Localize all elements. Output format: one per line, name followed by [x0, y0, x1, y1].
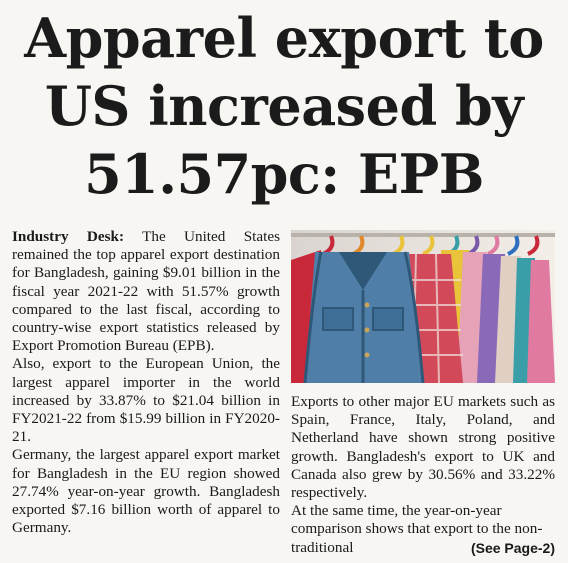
article-column-right: Exports to other major EU markets such a… — [291, 393, 555, 557]
headline: Apparel export to US increased by 51.57p… — [0, 4, 568, 208]
clothing-rack-illustration — [291, 230, 555, 383]
headline-line-2: US increased by — [44, 74, 524, 138]
dateline: Industry Desk: — [12, 228, 125, 245]
see-page-link[interactable]: (See Page-2) — [470, 539, 555, 556]
paragraph-5: At the same time, the year-on-year compa… — [291, 502, 555, 557]
paragraph-5-text: At the same time, the year-on-year compa… — [291, 502, 543, 556]
paragraph-3: Germany, the largest apparel export mark… — [12, 446, 280, 537]
paragraph-4: Exports to other major EU markets such a… — [291, 393, 555, 502]
paragraph-1: Industry Desk: The United States remaine… — [12, 228, 280, 355]
paragraph-2: Also, export to the European Union, the … — [12, 355, 280, 446]
headline-line-3: 51.57pc: EPB — [84, 142, 484, 206]
headline-line-1: Apparel export to — [24, 6, 544, 70]
clothing-rack-photo — [291, 230, 555, 383]
article-column-left: Industry Desk: The United States remaine… — [12, 228, 280, 537]
paragraph-1-text: The United States remained the top appar… — [12, 228, 280, 355]
